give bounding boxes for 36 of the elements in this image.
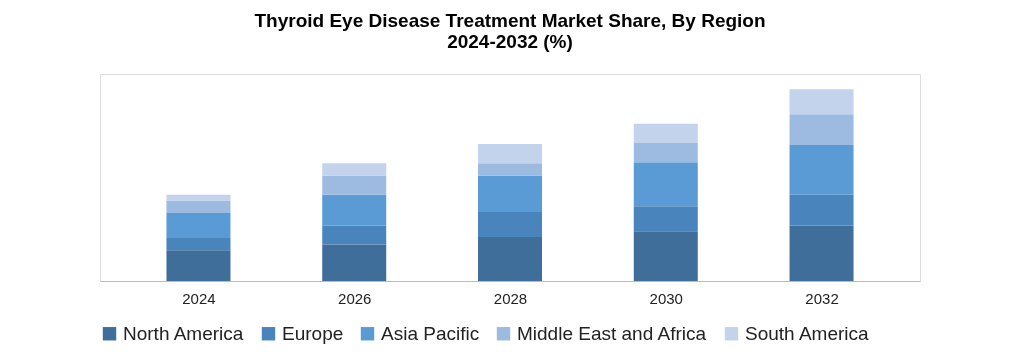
bar — [789, 89, 854, 115]
bar — [322, 175, 387, 195]
bar — [633, 206, 698, 232]
bar — [478, 212, 542, 237]
bar — [322, 194, 387, 226]
bar — [478, 163, 542, 176]
x-tick-label: 2026 — [338, 289, 372, 307]
legend-label: North America — [123, 322, 244, 344]
bar — [633, 231, 698, 281]
bar — [633, 143, 698, 163]
bar — [633, 123, 698, 143]
legend-label: Asia Pacific — [381, 322, 480, 344]
bar — [322, 244, 387, 281]
bar — [166, 200, 231, 213]
bar — [322, 225, 387, 245]
legend-label: Middle East and Africa — [517, 322, 707, 344]
bar — [478, 236, 542, 281]
bar — [789, 144, 854, 195]
x-tick-label: 2030 — [649, 289, 683, 307]
bar — [166, 250, 231, 281]
bar — [166, 194, 231, 201]
x-tick-label: 2024 — [182, 289, 216, 307]
bar — [166, 237, 231, 251]
bar — [478, 143, 542, 164]
legend-label: Europe — [282, 322, 344, 344]
bar — [789, 114, 854, 145]
legend-label: South America — [745, 322, 869, 344]
x-tick-label: 2028 — [493, 289, 528, 307]
bar — [789, 225, 854, 281]
bar — [478, 175, 542, 212]
chart-title: Thyroid Eye Disease Treatment Market Share, By Region 2024-2032 (%) — [254, 10, 766, 52]
bar — [322, 163, 387, 176]
bar — [633, 162, 698, 207]
x-tick-label: 2032 — [805, 289, 839, 307]
bar — [166, 212, 231, 238]
bar — [789, 194, 854, 226]
